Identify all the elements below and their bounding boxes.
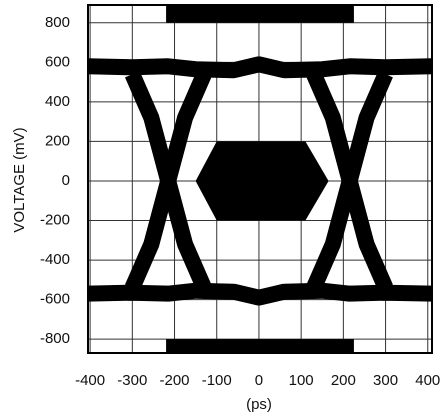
plot-frame — [87, 4, 433, 354]
y-tick-label: -800 — [40, 330, 70, 347]
y-tick-label: -600 — [40, 291, 70, 308]
eye-mask — [166, 5, 354, 23]
x-tick-label: -400 — [75, 372, 105, 389]
eye-trace — [87, 56, 433, 79]
y-tick-label: -200 — [40, 211, 70, 228]
x-tick-label: -200 — [160, 372, 190, 389]
y-tick-label: 0 — [62, 172, 70, 189]
x-axis-label: (ps) — [246, 396, 272, 413]
x-tick-label: 200 — [331, 372, 356, 389]
y-tick-label: -400 — [40, 251, 70, 268]
y-tick-label: 400 — [45, 93, 70, 110]
eye-trace — [124, 71, 212, 291]
y-tick-label: 200 — [45, 132, 70, 149]
x-tick-label: -100 — [202, 372, 232, 389]
eye-trace — [87, 282, 433, 306]
eye-mask — [166, 339, 354, 353]
y-tick-label: 600 — [45, 53, 70, 70]
x-tick-label: 300 — [373, 372, 398, 389]
x-tick-label: -300 — [117, 372, 147, 389]
eye-trace — [306, 71, 393, 291]
x-tick-label: 0 — [255, 372, 263, 389]
x-tick-label: 400 — [415, 372, 440, 389]
x-tick-label: 100 — [289, 372, 314, 389]
y-axis-label: VOLTAGE (mV) — [11, 127, 28, 232]
eye-mask — [195, 141, 329, 221]
y-tick-label: 800 — [45, 14, 70, 31]
